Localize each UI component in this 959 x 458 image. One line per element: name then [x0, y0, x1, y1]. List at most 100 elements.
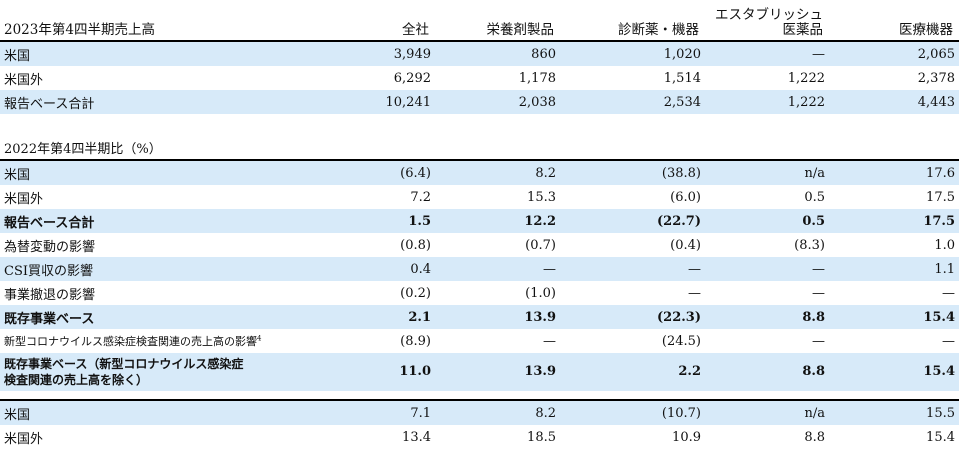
cell-value: 1,222 — [705, 90, 829, 114]
cell-value: — — [543, 333, 556, 349]
table2-title: 2022年第4四半期比（%） — [4, 142, 162, 157]
cell-value: (1.0) — [525, 285, 556, 301]
cell-value: 15.4 — [829, 353, 959, 391]
cell-value: 2.2 — [560, 353, 705, 391]
cell-value: — — [705, 41, 829, 66]
cell-value: — — [942, 333, 955, 349]
cell-value: (0.7) — [525, 237, 556, 253]
row-label: 新型コロナウイルス感染症検査関連の売上高の影響4 — [0, 329, 330, 353]
cell-value: 17.6 — [829, 160, 959, 185]
cell-value: — — [705, 257, 829, 281]
cell-value: 15.4 — [926, 429, 955, 445]
row-label-line1: 既存事業ベース（新型コロナウイルス感染症 — [4, 357, 244, 371]
cell-value: 6,292 — [393, 70, 431, 86]
col-header-established-line1: エスタブリッシュ — [715, 7, 823, 23]
cell-value: 0.4 — [330, 257, 435, 281]
cell-value: 8.8 — [705, 353, 829, 391]
cell-value: 1.0 — [934, 237, 955, 253]
row-label: 既存事業ベース（新型コロナウイルス感染症 検査関連の売上高を除く） — [0, 353, 330, 391]
col-header-diagnostics: 診断薬・機器 — [618, 22, 699, 38]
cell-value: 8.8 — [705, 305, 829, 329]
cell-value: 10.9 — [672, 429, 701, 445]
cell-value: — — [688, 285, 701, 301]
cell-value: 15.5 — [829, 400, 959, 425]
cell-value: 8.2 — [435, 400, 560, 425]
row-label: 米国外 — [4, 72, 44, 88]
cell-value: — — [435, 257, 560, 281]
row-label: 為替変動の影響 — [4, 239, 96, 255]
cell-value: 1,222 — [787, 70, 825, 86]
col-header-established-pharma: エスタブリッシュ 医薬品 — [705, 0, 829, 41]
footnote-marker: 4 — [257, 334, 262, 343]
cell-value: n/a — [705, 400, 829, 425]
table-row: 米国外 6,292 1,178 1,514 1,222 2,378 — [0, 66, 959, 90]
cell-value: 18.5 — [527, 429, 556, 445]
row-label-line2: 検査関連の売上高を除く） — [4, 373, 149, 387]
cell-value: 13.9 — [435, 353, 560, 391]
col-header-established-line2: 医薬品 — [782, 22, 824, 38]
cell-value: 13.9 — [435, 305, 560, 329]
table-row: 事業撤退の影響 (0.2) (1.0) — — — — [0, 281, 959, 305]
row-label: 事業撤退の影響 — [4, 287, 96, 303]
cell-value: (6.0) — [670, 189, 701, 205]
cell-value: 3,949 — [330, 41, 435, 66]
cell-value: 7.2 — [410, 189, 431, 205]
row-label: 既存事業ベース — [0, 305, 330, 329]
table-row: 米国 (6.4) 8.2 (38.8) n/a 17.6 — [0, 160, 959, 185]
row-label: 報告ベース合計 — [0, 90, 330, 114]
cell-value: 2,534 — [560, 90, 705, 114]
table2-header: 2022年第4四半期比（%） — [0, 131, 959, 160]
cell-value: 12.2 — [435, 209, 560, 233]
table1-header: 2023年第4四半期売上高 全社 栄養剤製品 診断薬・機器 エスタブリッシュ 医… — [0, 0, 959, 41]
row-label: CSI買収の影響 — [0, 257, 330, 281]
cell-value: (8.9) — [400, 333, 431, 349]
table-row: 米国 7.1 8.2 (10.7) n/a 15.5 — [0, 400, 959, 425]
cell-value: 8.2 — [435, 160, 560, 185]
cell-value: 11.0 — [330, 353, 435, 391]
cell-value: 2,038 — [435, 90, 560, 114]
cell-value: 860 — [435, 41, 560, 66]
table-row: 米国外 13.4 18.5 10.9 8.8 15.4 — [0, 425, 959, 449]
cell-value: (38.8) — [560, 160, 705, 185]
table-row: 既存事業ベース（新型コロナウイルス感染症 検査関連の売上高を除く） 11.0 1… — [0, 353, 959, 391]
cell-value: 1,178 — [518, 70, 556, 86]
cell-value: 17.5 — [829, 209, 959, 233]
spacer — [0, 114, 959, 131]
cell-value: 15.4 — [829, 305, 959, 329]
table1-title: 2023年第4四半期売上高 — [4, 22, 155, 38]
table-row: 新型コロナウイルス感染症検査関連の売上高の影響4 (8.9) — (24.5) … — [0, 329, 959, 353]
table-row: 米国 3,949 860 1,020 — 2,065 — [0, 41, 959, 66]
cell-value: 4,443 — [829, 90, 959, 114]
cell-value: — — [560, 257, 705, 281]
cell-value: (0.8) — [400, 237, 431, 253]
cell-value: — — [812, 333, 825, 349]
cell-value: (8.3) — [794, 237, 825, 253]
col-header-nutrition: 栄養剤製品 — [486, 22, 555, 38]
cell-value: (0.4) — [670, 237, 701, 253]
col-header-medical-devices: 医療機器 — [899, 22, 953, 38]
cell-value: 2,065 — [829, 41, 959, 66]
cell-value: 13.4 — [402, 429, 431, 445]
cell-value: — — [942, 285, 955, 301]
table-row: CSI買収の影響 0.4 — — — 1.1 — [0, 257, 959, 281]
row-label: 米国外 — [4, 431, 44, 447]
row-label: 米国 — [0, 41, 330, 66]
row-label: 報告ベース合計 — [0, 209, 330, 233]
cell-value: 2.1 — [330, 305, 435, 329]
table-row: 為替変動の影響 (0.8) (0.7) (0.4) (8.3) 1.0 — [0, 233, 959, 257]
cell-value: — — [812, 285, 825, 301]
cell-value: (0.2) — [400, 285, 431, 301]
cell-value: (22.7) — [560, 209, 705, 233]
cell-value: (10.7) — [560, 400, 705, 425]
cell-value: 0.5 — [804, 189, 825, 205]
row-label: 米国 — [0, 160, 330, 185]
cell-value: (6.4) — [330, 160, 435, 185]
cell-value: (24.5) — [661, 333, 701, 349]
cell-value: 15.3 — [527, 189, 556, 205]
cell-value: (22.3) — [560, 305, 705, 329]
cell-value: 1,020 — [560, 41, 705, 66]
table-row: 報告ベース合計 1.5 12.2 (22.7) 0.5 17.5 — [0, 209, 959, 233]
row-label: 米国外 — [4, 191, 44, 207]
